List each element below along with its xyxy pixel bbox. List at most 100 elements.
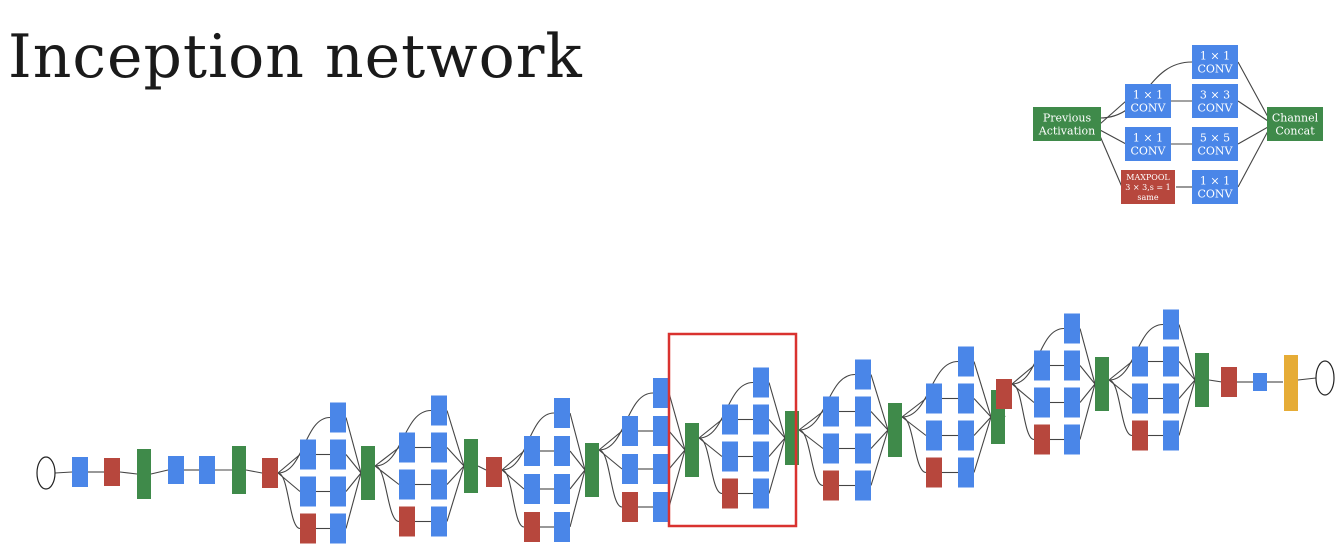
channel-concat-label: Channel — [1272, 111, 1319, 124]
inception-3a-conv — [330, 402, 346, 433]
inception-4c-edge — [698, 437, 723, 495]
inception-3a-conv — [300, 439, 316, 470]
inception-4c-edge — [768, 437, 786, 494]
conv-3x3-label: 3 × 3 — [1200, 88, 1230, 101]
inception-4d-conv — [855, 433, 871, 464]
inception-4d-edge — [870, 429, 889, 449]
inception-5b-conv — [1132, 346, 1148, 377]
inception-5a-conv — [1034, 350, 1050, 381]
stem-edge — [150, 469, 169, 475]
inception-5a-pool — [1034, 424, 1050, 455]
channel-concat-box — [1267, 107, 1323, 141]
inception-4c-conv — [753, 367, 769, 398]
stem-conv — [199, 456, 215, 484]
inception-3a-conv — [330, 439, 346, 470]
stem-conv — [168, 456, 184, 484]
inception-4c-conv — [722, 404, 738, 435]
inception-4a-conv — [554, 436, 570, 466]
edge — [1237, 126, 1269, 145]
inception-3a-concat — [361, 446, 375, 500]
inception-4d-concat — [888, 403, 902, 457]
previous-activation-box — [1033, 107, 1101, 141]
inception-4e-edge — [973, 361, 992, 418]
inception-5b-concat — [1195, 353, 1209, 407]
inception-3a-edge — [345, 472, 362, 492]
inception-5b-conv — [1132, 383, 1148, 414]
inception-5a-edge — [1079, 383, 1096, 403]
inception-4e-conv — [958, 383, 974, 414]
maxpool-node-box — [1121, 170, 1175, 204]
inception-4e-conv — [958, 457, 974, 488]
inception-3a-edge — [277, 454, 301, 474]
inception-4b-edge — [598, 449, 623, 508]
softmax — [1284, 355, 1298, 411]
inception-4e-conv — [926, 420, 942, 451]
inception-5b-conv — [1163, 420, 1179, 451]
inception-4c-pool — [722, 478, 738, 509]
inception-3b-conv — [431, 395, 447, 426]
inception-3a-conv — [330, 476, 346, 507]
conv-1x1-pool-label: CONV — [1197, 187, 1233, 200]
pool-edge — [477, 465, 487, 471]
inception-3a-edge — [345, 417, 362, 474]
inception-4c-conv — [753, 478, 769, 509]
head-edge — [1208, 379, 1223, 383]
inception-4d-edge — [870, 411, 889, 431]
maxpool-node-label: same — [1137, 193, 1158, 202]
inception-4e-edge — [901, 398, 927, 418]
inception-4b-conv — [653, 492, 669, 522]
avg-pool — [1221, 367, 1237, 397]
inception-5a-conv — [1064, 313, 1080, 344]
conv-1x1-reduce-a-label: CONV — [1130, 101, 1166, 114]
channel-concat-label: Concat — [1275, 124, 1315, 137]
stem-edge — [54, 471, 73, 474]
conv-1x1-top-box — [1192, 45, 1238, 79]
inception-3a-edge — [277, 472, 301, 530]
inception-4d-conv — [855, 396, 871, 427]
conv-5x5-label: CONV — [1197, 144, 1233, 157]
inception-3a-conv — [330, 513, 346, 544]
inception-5a-conv — [1064, 350, 1080, 381]
maxpool-node-label: 3 × 3,s = 1 — [1125, 183, 1171, 192]
conv-1x1-reduce-b-label: 1 × 1 — [1133, 131, 1163, 144]
inception-5a-edge — [1079, 383, 1096, 440]
stem-edge — [119, 471, 138, 475]
inception-5b-edge — [1108, 379, 1133, 437]
inception-4b-concat — [685, 423, 699, 477]
inception-3b-pool — [399, 506, 415, 537]
inception-4c-edge — [768, 419, 786, 439]
inception-4c-conv — [753, 404, 769, 435]
inception-4b-conv — [622, 454, 638, 484]
inception-4c-edge — [698, 419, 723, 439]
stem-edge — [245, 469, 263, 474]
edge — [1099, 129, 1127, 145]
inception-4a-edge — [569, 469, 586, 490]
inception-4b-conv — [653, 378, 669, 408]
stem-norm — [232, 446, 246, 494]
inception-4a-pool — [524, 512, 540, 542]
inception-3b-conv — [399, 469, 415, 500]
inception-4d-edge — [798, 429, 824, 487]
inception-5b-edge — [1178, 324, 1196, 381]
inception-4e-edge — [973, 398, 992, 418]
inception-4d-conv — [823, 433, 839, 464]
inception-3a-pool — [300, 513, 316, 544]
inception-4a-edge — [569, 412, 586, 471]
stem-pool — [104, 458, 120, 486]
inception-4e-edge — [901, 416, 927, 474]
inception-4b-edge — [668, 392, 686, 451]
inception-5b-conv — [1163, 309, 1179, 340]
edges — [54, 61, 1317, 530]
inception-5b-pool — [1132, 420, 1148, 451]
inception-4e-conv — [926, 383, 942, 414]
conv-1x1-top-label: CONV — [1197, 62, 1233, 75]
conv-5x5-box — [1192, 127, 1238, 161]
inception-4c-edge — [768, 382, 786, 439]
inception-5a-conv — [1064, 387, 1080, 418]
inception-5a-edge — [1011, 365, 1035, 385]
